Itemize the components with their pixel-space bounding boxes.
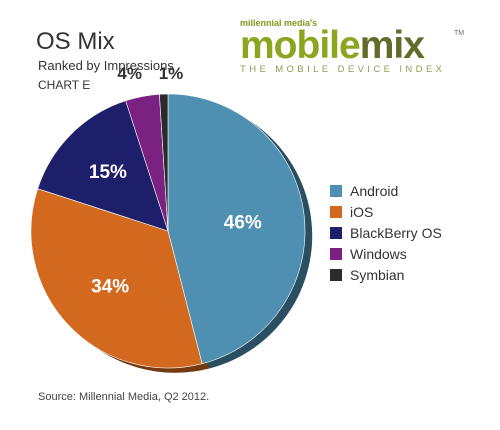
mobilemix-logo: millennial media's mobilemix TM THE MOBI… [238,18,478,80]
legend-swatch-blackberry-os [330,226,342,239]
logo-word-mobile: mobile [240,24,361,67]
legend-label-ios: iOS [350,203,374,220]
pie-value-labels: 46% 34% 15% 4% 1% [89,64,262,297]
chart-title: OS Mix [36,28,115,55]
chart-legend: Android iOS BlackBerry OS Windows Symbian [330,180,442,285]
logo-wordmark: mobilemix [240,24,425,68]
legend-swatch-ios [330,205,342,218]
logo-trademark: TM [454,30,465,37]
legend-item-symbian: Symbian [330,264,442,285]
pie-slice-symbian [159,93,169,232]
pie-value-label-ios: 34% [91,276,129,297]
legend-item-windows: Windows [330,243,442,264]
legend-item-ios: iOS [330,201,442,222]
pie-value-label-blackberry-os: 15% [89,162,127,183]
legend-label-windows: Windows [350,245,407,262]
pie-slices [30,93,306,369]
pie-value-label-symbian: 1% [159,64,184,83]
pie-slice-android [167,93,306,365]
legend-swatch-symbian [330,268,342,281]
legend-item-blackberry-os: BlackBerry OS [330,222,442,243]
pie-value-label-windows: 4% [117,64,142,83]
chart-id-label: CHART E [38,78,91,92]
logo-word-mix: mix [359,24,425,67]
legend-swatch-windows [330,247,342,260]
logo-subline: THE MOBILE DEVICE INDEX [240,64,446,75]
logo-tagline: millennial media's [240,18,318,28]
chart-subtitle: Ranked by Impressions [38,58,174,73]
legend-item-android: Android [330,180,442,201]
legend-label-blackberry-os: BlackBerry OS [350,224,442,241]
pie-value-label-android: 46% [224,213,262,234]
pie-slice-blackberry-os [37,100,169,232]
legend-label-symbian: Symbian [350,266,405,283]
legend-swatch-android [330,184,342,197]
chart-source: Source: Millennial Media, Q2 2012. [38,391,210,403]
legend-label-android: Android [350,182,399,199]
pie-slice-ios [30,188,203,369]
